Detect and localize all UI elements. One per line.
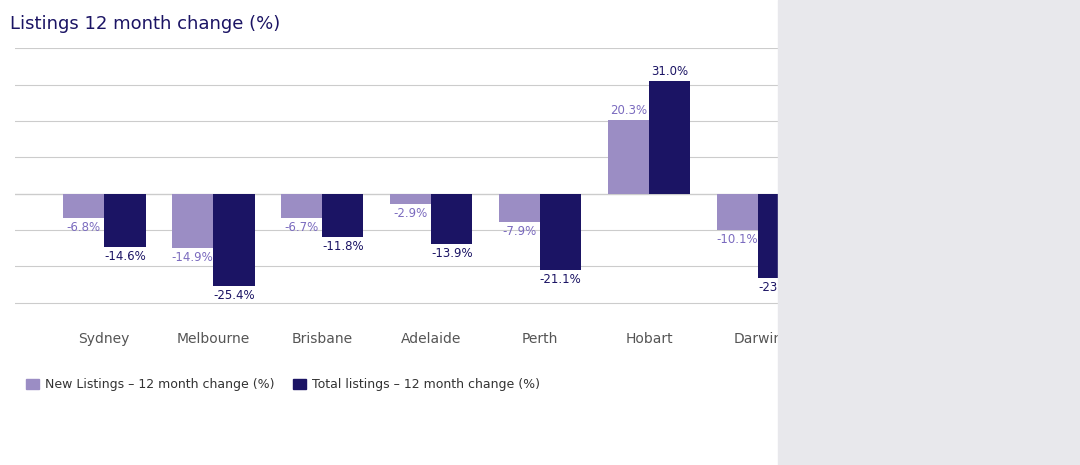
Text: -14.6%: -14.6% — [104, 250, 146, 263]
Text: -13.9%: -13.9% — [431, 247, 473, 260]
Text: 15.1%: 15.1% — [869, 123, 906, 136]
Text: -11.8%: -11.8% — [322, 239, 364, 252]
Text: 1.2%: 1.2% — [832, 173, 861, 186]
Legend: New Listings – 12 month change (%), Total listings – 12 month change (%): New Listings – 12 month change (%), Tota… — [22, 373, 545, 397]
Bar — [431, 194, 472, 244]
Bar — [976, 194, 1017, 257]
Text: 20.3%: 20.3% — [610, 104, 647, 117]
Bar — [540, 194, 581, 271]
Text: -6.8%: -6.8% — [66, 221, 100, 234]
Bar — [758, 194, 799, 279]
Text: -17.4%: -17.4% — [975, 260, 1017, 273]
Bar — [281, 194, 322, 218]
Bar — [499, 194, 540, 222]
Bar — [649, 81, 690, 194]
Text: -25.4%: -25.4% — [213, 289, 255, 302]
Text: -6.7%: -6.7% — [284, 221, 319, 234]
Bar — [825, 189, 867, 194]
Bar — [867, 139, 908, 194]
Text: Listings 12 month change (%): Listings 12 month change (%) — [10, 15, 280, 33]
Bar — [213, 194, 255, 286]
Text: -2.9%: -2.9% — [393, 207, 428, 220]
Bar — [608, 120, 649, 194]
Text: 31.0%: 31.0% — [651, 65, 688, 78]
Bar — [390, 194, 431, 204]
Bar — [63, 194, 104, 219]
Text: -7.9%: -7.9% — [502, 226, 537, 239]
Text: -9.0%: -9.0% — [939, 229, 972, 242]
Text: -10.1%: -10.1% — [716, 233, 758, 246]
Text: -23.3%: -23.3% — [758, 281, 799, 294]
Bar — [934, 194, 976, 226]
Bar — [716, 194, 758, 231]
Bar — [104, 194, 146, 247]
Bar — [322, 194, 364, 237]
Bar — [172, 194, 213, 248]
Text: -14.9%: -14.9% — [172, 251, 213, 264]
Text: -21.1%: -21.1% — [540, 273, 581, 286]
